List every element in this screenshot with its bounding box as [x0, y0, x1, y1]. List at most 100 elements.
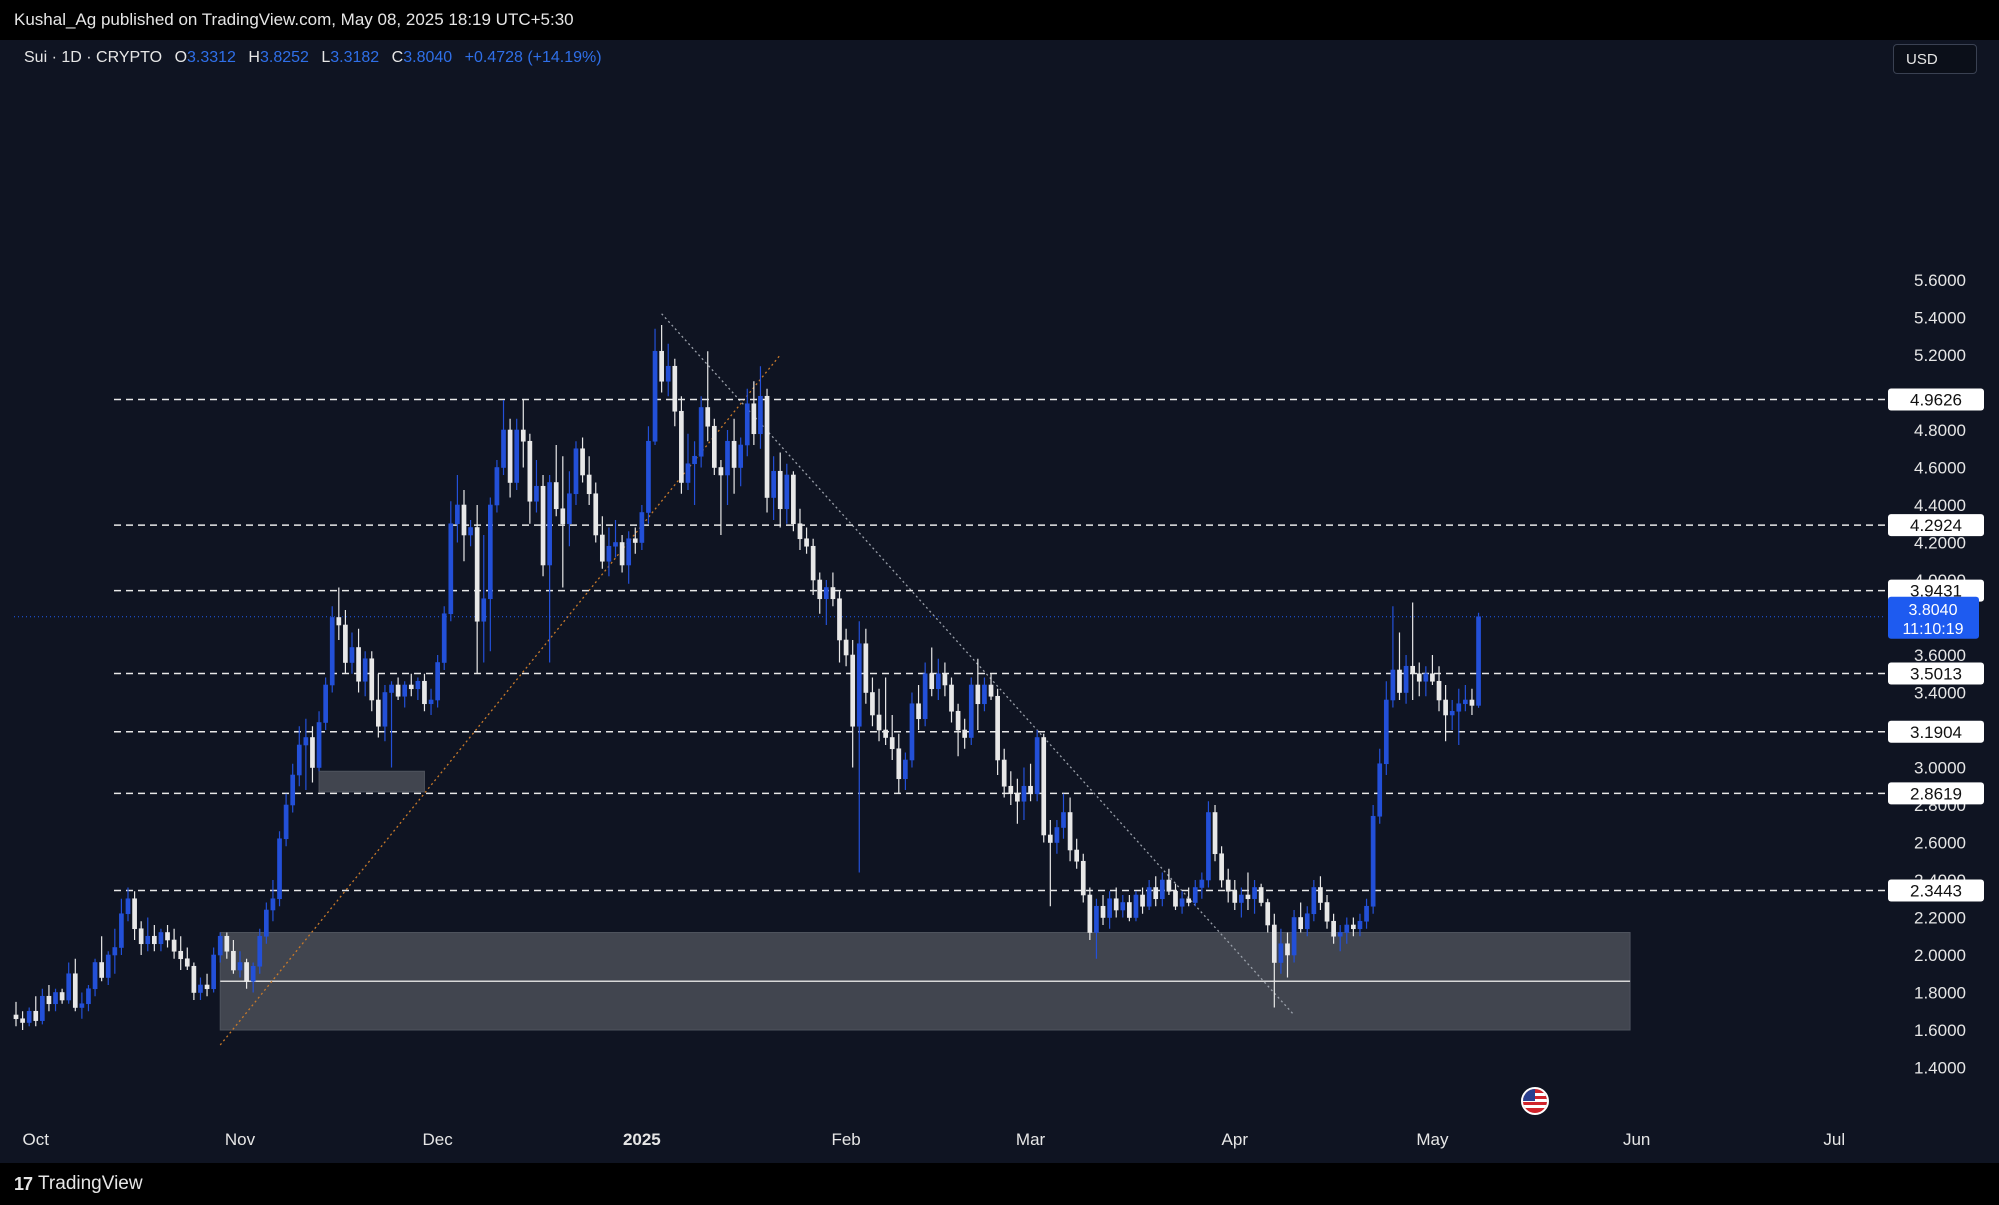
- candle: [198, 977, 203, 1000]
- candle-body: [652, 350, 658, 442]
- candle: [725, 430, 730, 505]
- candle: [316, 711, 322, 772]
- candle: [428, 688, 434, 715]
- candle-body: [632, 538, 638, 543]
- candle-body: [1390, 669, 1396, 701]
- candle: [1173, 883, 1178, 910]
- candle-body: [165, 932, 170, 941]
- candle: [283, 793, 289, 847]
- candle: [487, 497, 493, 652]
- candle-body: [606, 545, 612, 562]
- candle-body: [1476, 616, 1481, 706]
- candle-body: [1166, 879, 1172, 892]
- level-price-box: [1888, 388, 1984, 411]
- candle: [79, 992, 85, 1019]
- time-tick-label: Dec: [423, 1130, 454, 1149]
- candle: [672, 358, 678, 427]
- candle-body: [922, 673, 928, 720]
- candle-body: [501, 429, 506, 468]
- candle: [1443, 685, 1448, 742]
- candle-body: [1318, 887, 1323, 903]
- candle: [665, 343, 671, 397]
- candle: [1291, 910, 1297, 963]
- chart-canvas[interactable]: 5.6000 5.4000 5.2000 4.8000 4.6000 4.4000 4.20…: [0, 40, 1999, 1163]
- price-tick-label: 3.0000: [1914, 759, 1966, 778]
- candle: [797, 508, 803, 550]
- candle: [580, 437, 585, 483]
- candle-body: [1199, 879, 1205, 888]
- candle: [771, 456, 776, 520]
- level-price-box: [1888, 720, 1984, 743]
- candle: [224, 932, 230, 959]
- candle: [375, 673, 381, 738]
- level-price-label: 3.1904: [1910, 723, 1962, 742]
- price-tick-label: 2.0000: [1914, 946, 1966, 965]
- candle: [613, 520, 618, 558]
- candle: [1370, 805, 1376, 914]
- candle-body: [1364, 905, 1369, 922]
- candle-body: [461, 504, 467, 536]
- candle: [1265, 898, 1271, 933]
- candle: [1456, 688, 1462, 745]
- symbol-name: Sui · 1D · CRYPTO: [24, 49, 163, 66]
- currency-selector[interactable]: USD: [1893, 44, 1977, 74]
- candle: [145, 917, 151, 952]
- candle-body: [817, 579, 823, 600]
- candle-body: [296, 744, 302, 776]
- candle: [1206, 801, 1211, 888]
- candle: [764, 388, 770, 513]
- candle: [26, 1007, 32, 1027]
- us-flag-icon[interactable]: [1521, 1087, 1549, 1115]
- candle-body: [1245, 894, 1251, 900]
- price-tick-label: 4.2000: [1914, 534, 1966, 553]
- candle: [277, 831, 282, 907]
- candle: [13, 1001, 19, 1027]
- candle: [968, 677, 974, 745]
- candle-body: [1416, 673, 1422, 682]
- candle: [916, 685, 921, 730]
- candle: [1449, 700, 1455, 730]
- candle-body: [349, 647, 355, 663]
- tradingview-logo[interactable]: 17 TradingView: [14, 1173, 143, 1195]
- candle-body: [955, 710, 961, 731]
- candle: [1094, 898, 1099, 959]
- change-value: +0.4728 (+14.19%): [464, 49, 602, 66]
- candle-body: [1015, 793, 1020, 802]
- candle-body: [362, 658, 368, 682]
- candle: [1351, 917, 1356, 937]
- candle-body: [382, 692, 388, 727]
- candle-body: [1469, 699, 1475, 706]
- candle: [567, 471, 572, 547]
- candle-body: [988, 684, 994, 697]
- candle-body: [725, 440, 730, 476]
- price-tick-label: 1.4000: [1914, 1059, 1966, 1078]
- candle: [1225, 868, 1231, 903]
- candle: [1127, 895, 1132, 922]
- time-tick-label: Feb: [831, 1130, 860, 1149]
- candle-body: [685, 463, 691, 483]
- candle: [1239, 887, 1244, 918]
- candle: [606, 527, 612, 577]
- candle: [468, 520, 473, 547]
- candle-body: [1265, 902, 1271, 926]
- candle-body: [283, 804, 289, 840]
- last-price-label: 3.8040: [1909, 602, 1958, 619]
- candle-body: [1403, 665, 1409, 693]
- candle-body: [72, 973, 78, 1008]
- candle-body: [132, 898, 137, 930]
- candle-body: [1225, 879, 1231, 892]
- candle-body: [626, 538, 632, 566]
- candle-body: [1298, 917, 1304, 930]
- candle: [132, 891, 137, 940]
- time-axis-background: [0, 1116, 1885, 1160]
- candle-body: [158, 932, 164, 945]
- candle-body: [705, 407, 711, 427]
- candle: [1080, 853, 1086, 903]
- candle-body: [1397, 669, 1402, 693]
- candle-body: [389, 684, 394, 693]
- candle-body: [744, 403, 750, 446]
- candle-body: [152, 935, 157, 945]
- candle: [507, 418, 513, 498]
- price-tick-label: 3.6000: [1914, 646, 1966, 665]
